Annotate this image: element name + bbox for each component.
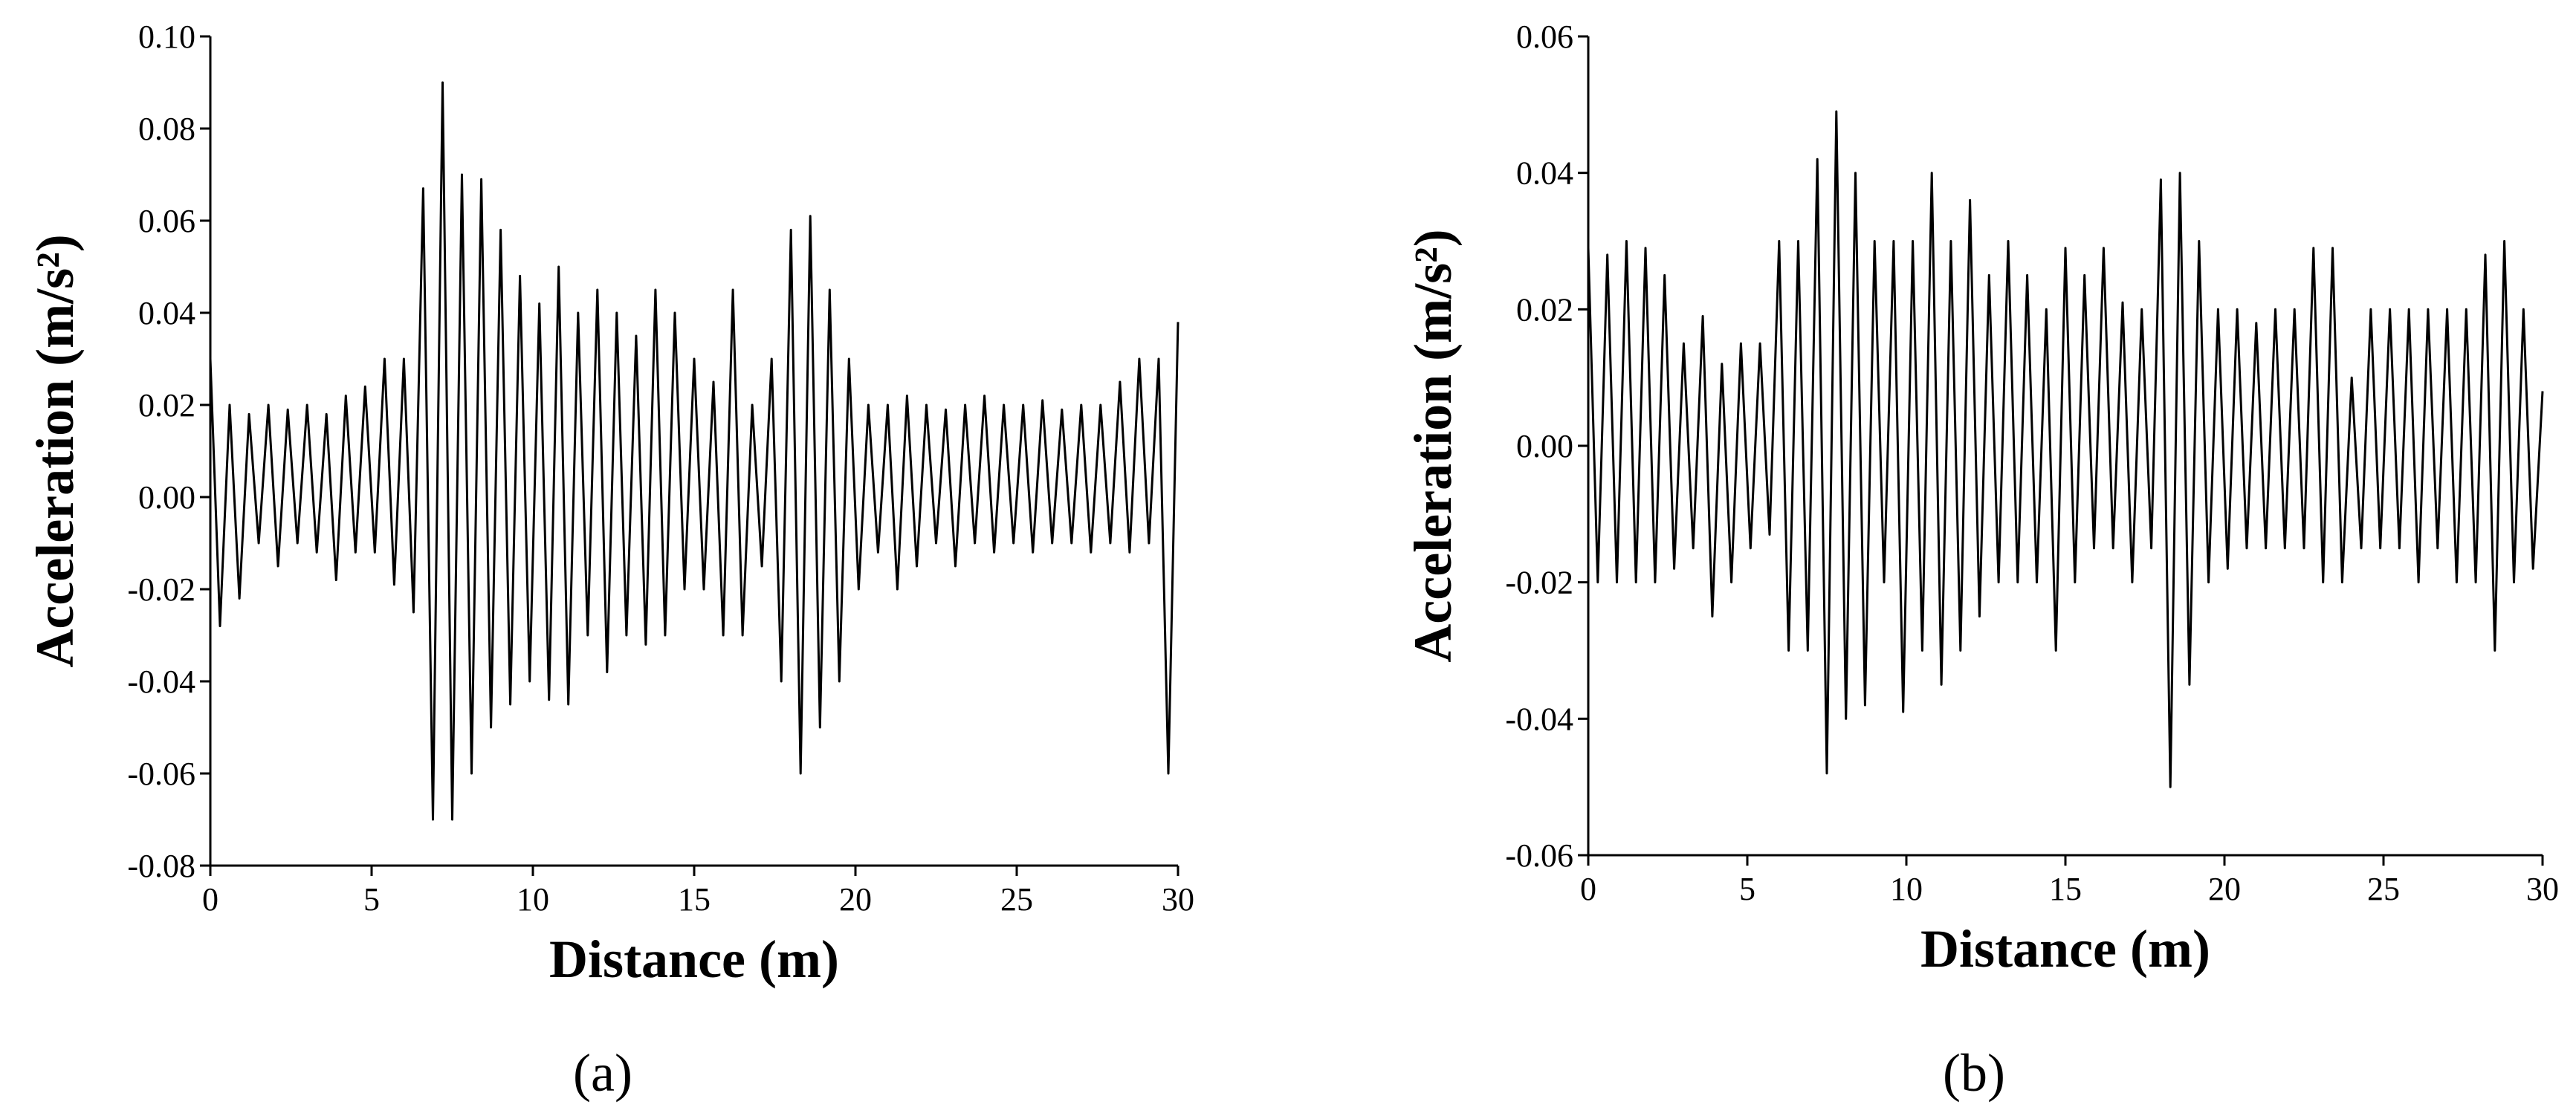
y-tick-label: -0.02 — [127, 571, 195, 608]
x-tick-label: 20 — [839, 881, 872, 918]
x-tick-label: 30 — [1162, 881, 1194, 918]
y-tick-label: -0.06 — [127, 756, 195, 792]
x-tick-label: 5 — [363, 881, 380, 918]
y-tick-label: 0.06 — [138, 203, 195, 239]
data-line — [209, 81, 1179, 821]
y-tick-label: 0.02 — [138, 387, 195, 424]
y-tick-label: -0.08 — [127, 848, 195, 884]
y-tick-label: 0.02 — [1516, 291, 1573, 328]
x-tick-label: 15 — [2049, 871, 2082, 907]
y-axis-title: Acceleration (m/s²) — [1403, 229, 1463, 662]
x-axis-title: Distance (m) — [1920, 919, 2210, 979]
y-tick-label: -0.04 — [127, 664, 195, 700]
y-axis-title: Acceleration (m/s²) — [25, 234, 85, 667]
y-tick-label: 0.00 — [1516, 428, 1573, 464]
y-tick-label: 0.10 — [138, 19, 195, 55]
x-tick-label: 10 — [1890, 871, 1923, 907]
panel-caption: (b) — [1943, 1043, 2005, 1103]
x-tick-label: 15 — [678, 881, 711, 918]
y-tick-label: -0.06 — [1505, 837, 1573, 874]
y-tick-label: 0.06 — [1516, 19, 1573, 55]
y-tick-label: -0.02 — [1505, 565, 1573, 601]
x-axis-title: Distance (m) — [549, 930, 839, 989]
y-tick-label: 0.04 — [138, 295, 195, 331]
x-tick-label: 10 — [517, 881, 549, 918]
x-tick-label: 5 — [1739, 871, 1755, 907]
data-line — [1587, 110, 2544, 788]
y-tick-label: 0.00 — [138, 479, 195, 516]
x-tick-label: 25 — [1000, 881, 1033, 918]
x-tick-label: 25 — [2367, 871, 2400, 907]
x-tick-label: 30 — [2526, 871, 2559, 907]
x-tick-label: 20 — [2208, 871, 2241, 907]
panel-caption: (a) — [573, 1043, 632, 1103]
x-tick-label: 0 — [1580, 871, 1596, 907]
y-tick-label: 0.04 — [1516, 155, 1573, 192]
y-tick-label: 0.08 — [138, 111, 195, 147]
y-tick-label: -0.04 — [1505, 701, 1573, 737]
x-tick-label: 0 — [202, 881, 219, 918]
